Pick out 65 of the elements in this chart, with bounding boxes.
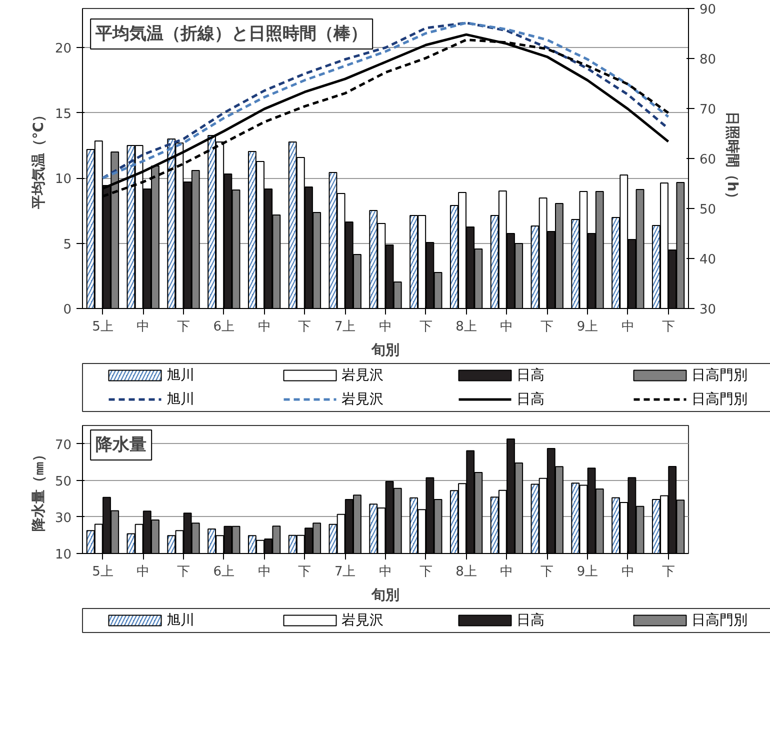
x-tick-label: 中 [379, 320, 392, 334]
y2-tick-label: 90 [700, 2, 716, 18]
legend-label: 岩見沢 [342, 612, 384, 628]
y-tick-label: 10 [54, 548, 72, 562]
legend-label: 岩見沢 [342, 392, 384, 408]
y-tick-label: 0 [63, 302, 72, 318]
legend-label: 日高門別 [692, 392, 748, 408]
x-tick-label: 下 [662, 320, 675, 334]
x-tick-label: 中 [136, 564, 150, 580]
legend-label: 日高 [516, 392, 544, 408]
x-tick-label: 中 [621, 564, 634, 580]
x-tick-label: 中 [136, 320, 150, 334]
x-tick-label: 中 [379, 564, 392, 580]
x-tick-label: 5上 [92, 564, 114, 580]
x-tick-label: 5上 [92, 320, 114, 334]
x-tick-label: 7上 [334, 564, 356, 580]
y-tick-label: 70 [54, 438, 72, 453]
x-axis-title: 旬別 [370, 342, 400, 358]
x-tick-label: 下 [177, 564, 190, 580]
x-tick-label: 7上 [334, 320, 356, 334]
x-tick-label: 9上 [576, 564, 598, 580]
x-tick-label: 下 [298, 320, 312, 334]
y-tick-label: 50 [54, 474, 72, 490]
y2-tick-label: 40 [700, 252, 716, 268]
y2-tick-label: 70 [700, 102, 716, 118]
x-tick-label: 下 [298, 564, 312, 580]
x-tick-label: 中 [258, 564, 271, 580]
y-tick-label: 10 [54, 172, 72, 188]
y-tick-label: 15 [54, 106, 72, 122]
x-tick-label: 下 [540, 564, 554, 580]
y2-tick-label: 50 [700, 202, 716, 218]
text: 平均気温（折線）と日照時間（棒） [94, 24, 368, 44]
y-axis-title: 平均気温（℃） [30, 108, 47, 210]
legend-label: 日高 [516, 612, 544, 628]
legend-label: 旭川 [166, 612, 194, 628]
legend-label: 日高門別 [692, 368, 748, 384]
x-tick-label: 中 [500, 320, 514, 334]
x-tick-label: 6上 [213, 564, 235, 580]
y2-tick-label: 30 [700, 302, 716, 318]
y-tick-label: 20 [54, 42, 72, 57]
y-axis-title: 降水量（㎜） [30, 448, 47, 532]
legend-label: 旭川 [166, 392, 194, 408]
y2-tick-label: 80 [700, 52, 716, 68]
x-tick-label: 下 [419, 320, 432, 334]
x-tick-label: 下 [419, 564, 432, 580]
x-tick-label: 中 [500, 564, 514, 580]
y2-tick-label: 60 [700, 152, 716, 168]
legend-label: 岩見沢 [342, 368, 384, 384]
x-tick-label: 下 [540, 320, 554, 334]
x-tick-label: 6上 [213, 320, 235, 334]
x-tick-label: 8上 [456, 320, 477, 334]
legend-label: 旭川 [166, 368, 194, 384]
x-tick-label: 8上 [456, 564, 477, 580]
legend-label: 日高門別 [692, 612, 748, 628]
text: 降水量 [96, 434, 147, 455]
x-tick-label: 下 [177, 320, 190, 334]
y-tick-label: 30 [54, 510, 72, 526]
x-axis-title: 旬別 [370, 588, 400, 604]
x-tick-label: 中 [258, 320, 271, 334]
y-tick-label: 5 [63, 237, 72, 252]
legend-label: 日高 [516, 368, 544, 384]
x-tick-label: 下 [662, 564, 675, 580]
y2-axis-title: 日照時間（h） [724, 112, 740, 206]
x-tick-label: 9上 [576, 320, 598, 334]
x-tick-label: 中 [621, 320, 634, 334]
